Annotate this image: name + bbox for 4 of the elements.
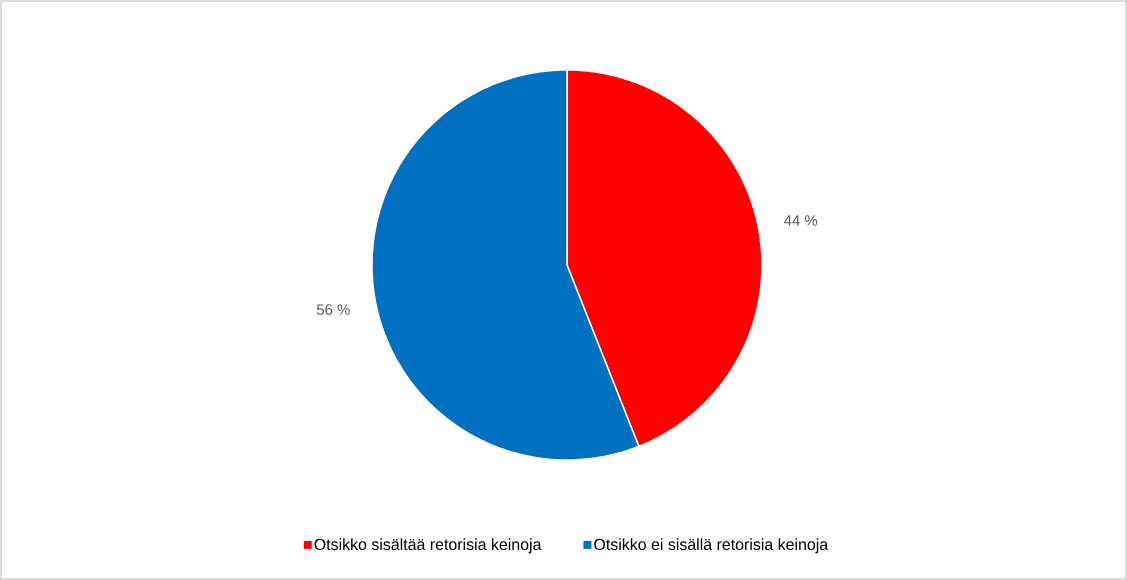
data-label: 56 % [316, 304, 350, 315]
legend-label: Otsikko ei sisällä retorisia keinoja [594, 538, 829, 554]
legend-label: Otsikko sisältää retorisia keinoja [314, 538, 542, 554]
data-label: 44 % [784, 215, 818, 226]
